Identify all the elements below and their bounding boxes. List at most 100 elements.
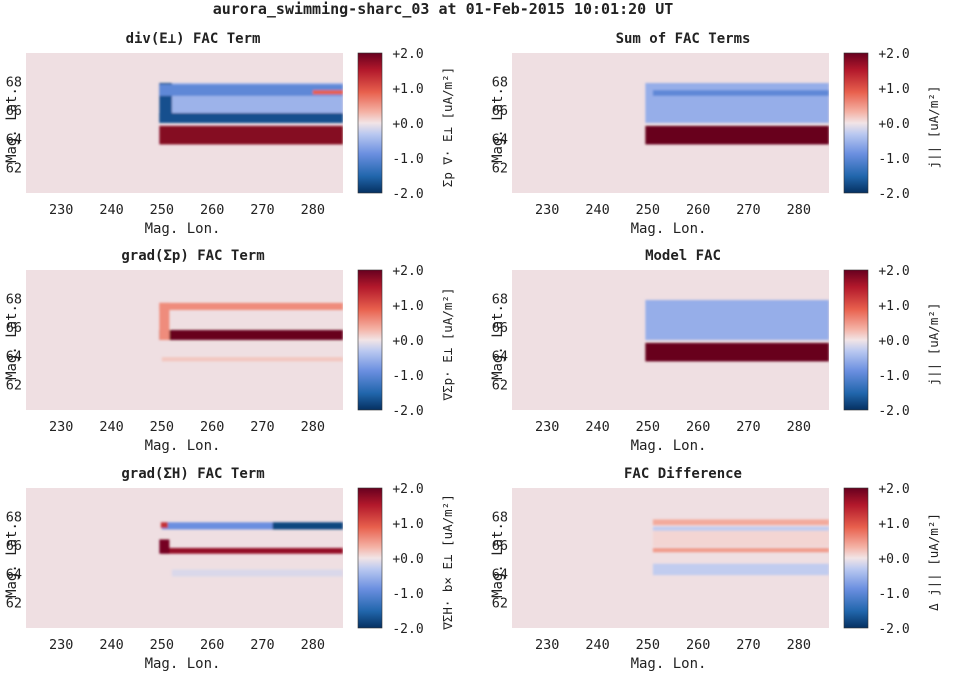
colorbar-tick-label: +0.0 [878, 552, 909, 567]
x-tick-label: 270 [736, 637, 760, 653]
heatmap-band [160, 522, 168, 528]
heatmap-cells [159, 83, 343, 145]
colorbar [357, 269, 383, 411]
panel-title: div(E⊥) FAC Term [126, 31, 261, 47]
y-tick-label: 68 [492, 75, 508, 91]
x-tick-label: 240 [99, 202, 123, 218]
y-tick-label: 66 [492, 320, 508, 336]
heatmap-band [272, 522, 343, 530]
y-axis-label: Mag. Lat. [4, 87, 20, 163]
y-axis-label: Mag. Lat. [4, 304, 20, 380]
x-tick-label: 260 [686, 202, 710, 218]
x-tick-label: 250 [636, 419, 660, 435]
x-tick-label: 230 [49, 637, 73, 653]
x-tick-label: 240 [585, 419, 609, 435]
x-tick-label: 240 [585, 202, 609, 218]
colorbar [843, 52, 869, 194]
y-tick-label: 64 [6, 567, 22, 583]
colorbar-tick-label: -1.0 [878, 152, 909, 167]
x-tick-label: 240 [99, 637, 123, 653]
y-tick-label: 68 [492, 510, 508, 526]
heatmap-band [652, 90, 829, 96]
colorbar [357, 52, 383, 194]
x-tick-label: 270 [736, 202, 760, 218]
colorbar-tick-label: +0.0 [878, 117, 909, 132]
colorbar-tick-label: -2.0 [392, 622, 423, 637]
colorbar-label: ∇ΣH· b× E⊥ [uA/m²] [440, 494, 455, 630]
colorbar-tick-label: +2.0 [878, 264, 909, 279]
x-tick-label: 270 [250, 637, 274, 653]
heatmap-cells [652, 519, 829, 576]
y-tick-label: 66 [6, 103, 22, 119]
y-tick-label: 66 [492, 103, 508, 119]
colorbar-tick-label: +1.0 [392, 299, 423, 314]
x-tick-label: 270 [250, 419, 274, 435]
colorbar-tick-label: -1.0 [878, 587, 909, 602]
panels: div(E⊥) FAC Term 230 240 250 260 270 280 62 64 66… [4, 31, 941, 672]
y-tick-label: 62 [6, 595, 22, 611]
heatmap-band [161, 548, 343, 554]
y-axis-label: Mag. Lat. [490, 304, 506, 380]
y-axis-label: Mag. Lat. [490, 522, 506, 598]
colorbar-tick-label: +2.0 [878, 482, 909, 497]
y-tick-label: 64 [492, 132, 508, 148]
heatmap-band [645, 125, 829, 145]
colorbar [843, 487, 869, 629]
x-tick-label: 230 [49, 202, 73, 218]
heatmap-band [159, 302, 343, 310]
heatmap-band [312, 90, 343, 95]
x-tick-label: 230 [535, 637, 559, 653]
panel-2: Sum of FAC Terms 230 240 250 260 270 280 62 64 66… [490, 31, 941, 237]
heatmap-cells [645, 83, 829, 145]
colorbar-tick-label: +0.0 [392, 117, 423, 132]
colorbar-tick-label: +0.0 [878, 334, 909, 349]
heatmap-cells [159, 302, 343, 362]
heatmap-cells [159, 522, 343, 577]
x-tick-label: 240 [585, 637, 609, 653]
figure-title: aurora_swimming-sharc_03 at 01-Feb-2015 … [213, 0, 674, 18]
y-axis-label: Mag. Lat. [490, 87, 506, 163]
x-tick-label: 250 [636, 202, 660, 218]
y-tick-label: 64 [492, 567, 508, 583]
x-axis-label: Mag. Lon. [631, 221, 707, 237]
y-tick-label: 68 [6, 75, 22, 91]
y-tick-label: 68 [6, 292, 22, 308]
y-tick-label: 62 [6, 377, 22, 393]
y-tick-label: 68 [492, 292, 508, 308]
colorbar-label: j|| [uA/m²] [926, 303, 941, 386]
colorbar-tick-label: -1.0 [392, 587, 423, 602]
colorbar-tick-label: -1.0 [392, 369, 423, 384]
colorbar-tick-label: -2.0 [392, 404, 423, 419]
x-tick-label: 260 [200, 202, 224, 218]
heatmap-band [161, 357, 343, 362]
x-tick-label: 250 [150, 637, 174, 653]
x-tick-label: 280 [301, 637, 325, 653]
heatmap-band [645, 342, 829, 362]
heatmap-band [652, 530, 829, 547]
colorbar-tick-label: -2.0 [878, 404, 909, 419]
colorbar-tick-label: +2.0 [392, 47, 423, 62]
panel-5: grad(ΣH) FAC Term 230 240 250 260 270 280 62 64 6… [4, 466, 455, 672]
colorbar-tick-label: +1.0 [878, 82, 909, 97]
y-tick-label: 64 [492, 349, 508, 365]
panel-title: Sum of FAC Terms [616, 31, 751, 47]
x-tick-label: 280 [301, 202, 325, 218]
x-tick-label: 250 [150, 419, 174, 435]
panel-title: grad(Σp) FAC Term [121, 248, 264, 264]
y-tick-label: 64 [6, 349, 22, 365]
y-tick-label: 68 [6, 510, 22, 526]
colorbar-label: j|| [uA/m²] [926, 86, 941, 169]
x-axis-label: Mag. Lon. [631, 438, 707, 454]
colorbar [843, 269, 869, 411]
x-axis-label: Mag. Lon. [145, 656, 221, 672]
colorbar-label: Σp ∇· E⊥ [uA/m²] [440, 67, 455, 187]
heatmap-band [159, 84, 343, 96]
heatmap-cells [645, 300, 829, 362]
colorbar-tick-label: +2.0 [392, 264, 423, 279]
x-tick-label: 250 [150, 202, 174, 218]
y-tick-label: 66 [492, 538, 508, 554]
heatmap-band [652, 548, 829, 553]
colorbar-tick-label: +1.0 [392, 82, 423, 97]
x-tick-label: 230 [535, 419, 559, 435]
